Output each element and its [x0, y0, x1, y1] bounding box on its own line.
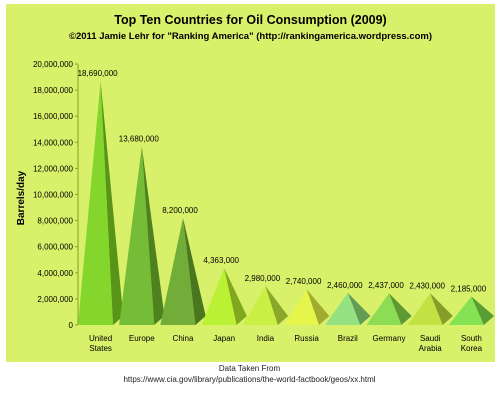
x-tick-label: Brazil	[338, 334, 358, 343]
data-label: 2,460,000	[327, 281, 363, 290]
y-tick-label: 14,000,000	[33, 138, 74, 147]
y-tick-label: 18,000,000	[33, 86, 74, 95]
bar-front-face	[448, 296, 484, 325]
bar-front-face	[201, 268, 237, 325]
bar-front-face	[160, 217, 196, 325]
y-tick-label: 12,000,000	[33, 164, 74, 173]
bar-front-face	[119, 146, 155, 325]
data-label: 2,430,000	[409, 281, 445, 290]
y-tick-label: 8,000,000	[37, 217, 73, 226]
y-tick-label: 4,000,000	[37, 269, 73, 278]
source-note-heading: Data Taken From	[218, 364, 281, 373]
x-tick-label: India	[257, 334, 275, 343]
y-tick-label: 6,000,000	[37, 243, 73, 252]
bar-side-face	[100, 81, 124, 326]
bar-side-face	[347, 292, 371, 325]
source-note-url: https://www.cia.gov/library/publications…	[123, 375, 376, 384]
y-axis-label: Barrels/day	[16, 170, 27, 225]
bar-side-face	[265, 286, 289, 325]
bar-side-face	[183, 217, 206, 325]
data-label: 2,980,000	[245, 274, 281, 283]
bar-front-face	[242, 286, 278, 325]
bar-front-face	[325, 292, 361, 325]
x-tick-label: South Korea	[461, 334, 483, 353]
data-label: 4,363,000	[203, 256, 239, 265]
x-tick-label: Saudi Arabia	[419, 334, 443, 353]
y-tick-label: 0	[69, 321, 74, 330]
pyramid-bar-chart: 0 2,000,000 4,000,000 6,000,000 8,000,000 10,…	[16, 60, 495, 353]
x-tick-label: United States	[89, 334, 112, 353]
bar-front-face	[77, 81, 114, 326]
x-tick-label: China	[173, 334, 194, 343]
data-label: 18,690,000	[78, 69, 119, 78]
y-tick-label: 20,000,000	[33, 60, 74, 69]
data-label: 2,437,000	[368, 281, 404, 290]
data-label: 8,200,000	[162, 206, 198, 215]
data-label: 13,680,000	[119, 134, 160, 143]
chart-title: Top Ten Countries for Oil Consumption (2…	[114, 13, 387, 27]
x-tick-label: Japan	[213, 334, 235, 343]
y-tick-label: 16,000,000	[33, 112, 74, 121]
bar-side-face	[430, 293, 453, 325]
x-tick-label: Russia	[294, 334, 319, 343]
y-tick-label: 2,000,000	[37, 295, 73, 304]
bar-side-face	[389, 293, 412, 325]
bar-side-face	[224, 268, 247, 325]
y-tick-label: 10,000,000	[33, 191, 74, 200]
data-label: 2,185,000	[451, 284, 487, 293]
bar-side-face	[306, 289, 330, 325]
x-tick-label: Germany	[373, 334, 406, 343]
bar-front-face	[366, 293, 402, 325]
data-label: 2,740,000	[286, 277, 322, 286]
bar-side-face	[471, 296, 495, 325]
source-note: Data Taken From https://www.cia.gov/libr…	[0, 363, 499, 385]
x-tick-label: Europe	[129, 334, 155, 343]
chart-subtitle: ©2011 Jamie Lehr for "Ranking America" (…	[68, 31, 433, 42]
bar-front-face	[407, 293, 443, 325]
bar-front-face	[283, 289, 320, 325]
bar-side-face	[141, 146, 165, 325]
